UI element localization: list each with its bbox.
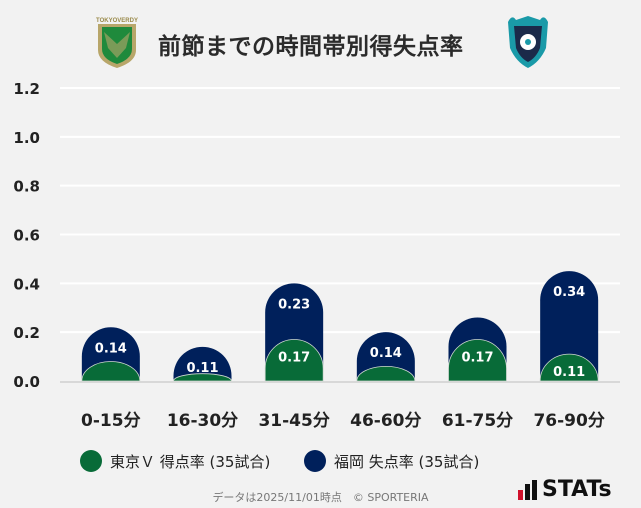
x-tick-label: 76-90分 (533, 411, 604, 431)
data-label-away: 0.14 (95, 341, 127, 356)
data-label-away: 0.14 (370, 346, 402, 361)
x-tick-label: 16-30分 (167, 411, 238, 431)
x-tick-label: 0-15分 (81, 411, 141, 431)
x-tick-label: 31-45分 (258, 411, 329, 431)
bar-away (540, 271, 599, 381)
y-tick-label: 1.0 (13, 129, 40, 147)
y-tick-label: 0.4 (13, 275, 40, 293)
legend-label-home: 東京Ｖ 得点率 (35試合) (110, 452, 271, 471)
footer-note: データは2025/11/01時点 © SPORTERIA (212, 491, 429, 504)
data-label-home: 0.11 (553, 365, 585, 380)
legend-swatch-home (80, 450, 102, 472)
bar-home (264, 339, 324, 382)
data-label-away: 0.34 (553, 285, 585, 300)
x-tick-label: 46-60分 (350, 411, 421, 431)
tokyo-verdy-logo: TOKYOVERDY (96, 18, 138, 68)
stats-brand: STATs (518, 477, 612, 502)
bar-chart: 0.0 0.2 0.4 0.6 0.8 1.0 1.2 0.14 0-15分 0.11 16-30分… (13, 80, 620, 431)
bar-away (173, 346, 232, 381)
stats-brand-text: STATs (542, 477, 612, 502)
legend-item-home: 東京Ｖ 得点率 (35試合) (80, 450, 270, 472)
bar-home (448, 339, 507, 382)
bar-home (173, 373, 232, 382)
bar-home (81, 361, 141, 382)
bar-home (356, 365, 416, 382)
data-label-away: 0.23 (278, 297, 310, 312)
y-tick-label: 1.2 (13, 80, 40, 98)
chart-title: 前節までの時間帯別得失点率 (158, 34, 464, 60)
y-tick-label: 0.2 (13, 324, 40, 342)
legend-label-away: 福岡 失点率 (35試合) (334, 452, 480, 471)
y-tick-label: 0.0 (13, 373, 40, 391)
bar-home (539, 353, 599, 382)
y-tick-label: 0.8 (13, 178, 40, 196)
data-label-home: 0.17 (461, 350, 493, 365)
data-label-home: 0.17 (278, 350, 310, 365)
legend-item-away: 福岡 失点率 (35試合) (304, 450, 479, 472)
data-label-away: 0.11 (186, 361, 218, 376)
y-tick-label: 0.6 (13, 227, 40, 245)
svg-text:TOKYOVERDY: TOKYOVERDY (96, 18, 138, 24)
x-tick-label: 61-75分 (442, 411, 513, 431)
stats-bars-icon (518, 479, 537, 500)
legend-swatch-away (304, 450, 326, 472)
